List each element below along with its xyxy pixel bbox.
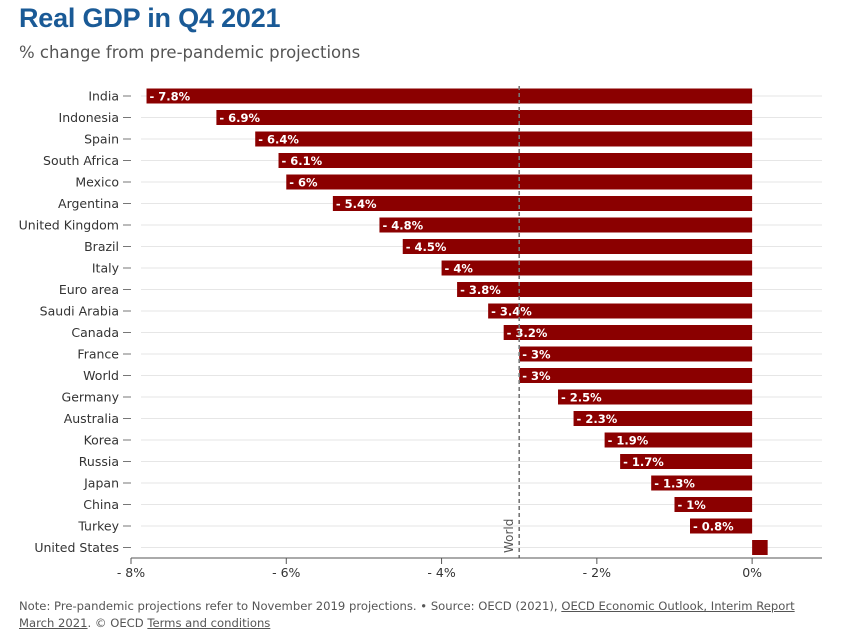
data-label: - 2.5% [561, 390, 602, 404]
chart-footer: Note: Pre-pandemic projections refer to … [19, 598, 819, 632]
data-label: - 6.4% [258, 132, 299, 146]
bar [488, 303, 753, 319]
bar [286, 174, 753, 190]
data-label: - 4.8% [382, 218, 423, 232]
category-label: Euro area [59, 282, 119, 297]
data-label: - 3.4% [491, 304, 532, 318]
category-label: Indonesia [59, 110, 119, 125]
bar [674, 497, 753, 512]
category-label: Mexico [75, 175, 119, 190]
data-label: - 3% [522, 369, 551, 383]
world-reference-label: World [502, 519, 516, 553]
x-tick-label: - 2% [583, 565, 611, 580]
x-tick-label: - 8% [117, 565, 145, 580]
category-label: Argentina [58, 196, 119, 211]
chart-subtitle: % change from pre-pandemic projections [19, 43, 361, 62]
category-label: United States [34, 540, 119, 555]
data-label: - 4.5% [406, 240, 447, 254]
footer-note: Note: Pre-pandemic projections refer to … [19, 599, 562, 613]
terms-link[interactable]: Terms and conditions [147, 616, 271, 630]
bar [651, 475, 753, 491]
bar [690, 518, 753, 534]
category-label: Korea [84, 433, 119, 448]
category-label: South Africa [43, 153, 119, 168]
data-label: - 6.9% [219, 111, 260, 125]
category-label: Australia [64, 411, 119, 426]
bar [457, 282, 753, 297]
data-label: - 4% [445, 261, 474, 275]
bar [519, 346, 753, 362]
bar [604, 432, 753, 448]
category-label: World [83, 368, 119, 383]
data-label: - 3.2% [507, 326, 548, 340]
category-label: Brazil [84, 239, 119, 254]
data-label: - 1.3% [654, 476, 695, 490]
data-label: - 3.8% [460, 283, 501, 297]
bar-chart: India - 7.8% Indonesia - 6.9% Spain - 6.4% Sou… [19, 86, 822, 580]
category-label: Canada [71, 325, 119, 340]
source-link[interactable]: OECD Economic Outlook, Interim Report Ma… [19, 599, 795, 630]
data-label: - 1% [677, 498, 706, 512]
category-label: Saudi Arabia [40, 304, 119, 319]
category-label: Japan [83, 476, 119, 491]
category-label: India [88, 89, 119, 104]
category-label: Turkey [77, 519, 119, 534]
x-tick-label: - 4% [427, 565, 455, 580]
data-label: - 0.8% [693, 519, 734, 533]
category-label: France [77, 347, 119, 362]
bar [752, 540, 768, 555]
bar [519, 368, 753, 383]
data-label: - 1.9% [608, 433, 649, 447]
bar [332, 196, 753, 211]
bar [503, 325, 753, 340]
bar [573, 411, 753, 426]
data-label: - 6.1% [282, 154, 323, 168]
category-label: Spain [84, 132, 119, 147]
footer-copyright: . © OECD [87, 616, 148, 630]
data-label: - 1.7% [623, 455, 664, 469]
category-label: Russia [79, 454, 119, 469]
chart-title: Real GDP in Q4 2021 [19, 3, 281, 33]
data-label: - 5.4% [336, 197, 377, 211]
data-label: - 7.8% [150, 89, 191, 103]
bar [255, 131, 753, 147]
bar [558, 389, 753, 405]
x-tick-label: 0% [742, 565, 762, 580]
category-label: Germany [62, 390, 120, 405]
category-label: United Kingdom [19, 218, 119, 233]
category-label: China [83, 497, 119, 512]
x-tick-label: - 6% [272, 565, 300, 580]
bar [278, 153, 753, 168]
bar [216, 110, 753, 125]
data-label: - 3% [522, 347, 551, 361]
bar [620, 454, 753, 469]
bar [441, 260, 753, 276]
category-label: Italy [92, 261, 120, 276]
bar [146, 88, 753, 104]
bar [402, 239, 753, 254]
bar [379, 217, 753, 233]
data-label: - 6% [289, 175, 318, 189]
data-label: - 2.3% [577, 412, 618, 426]
